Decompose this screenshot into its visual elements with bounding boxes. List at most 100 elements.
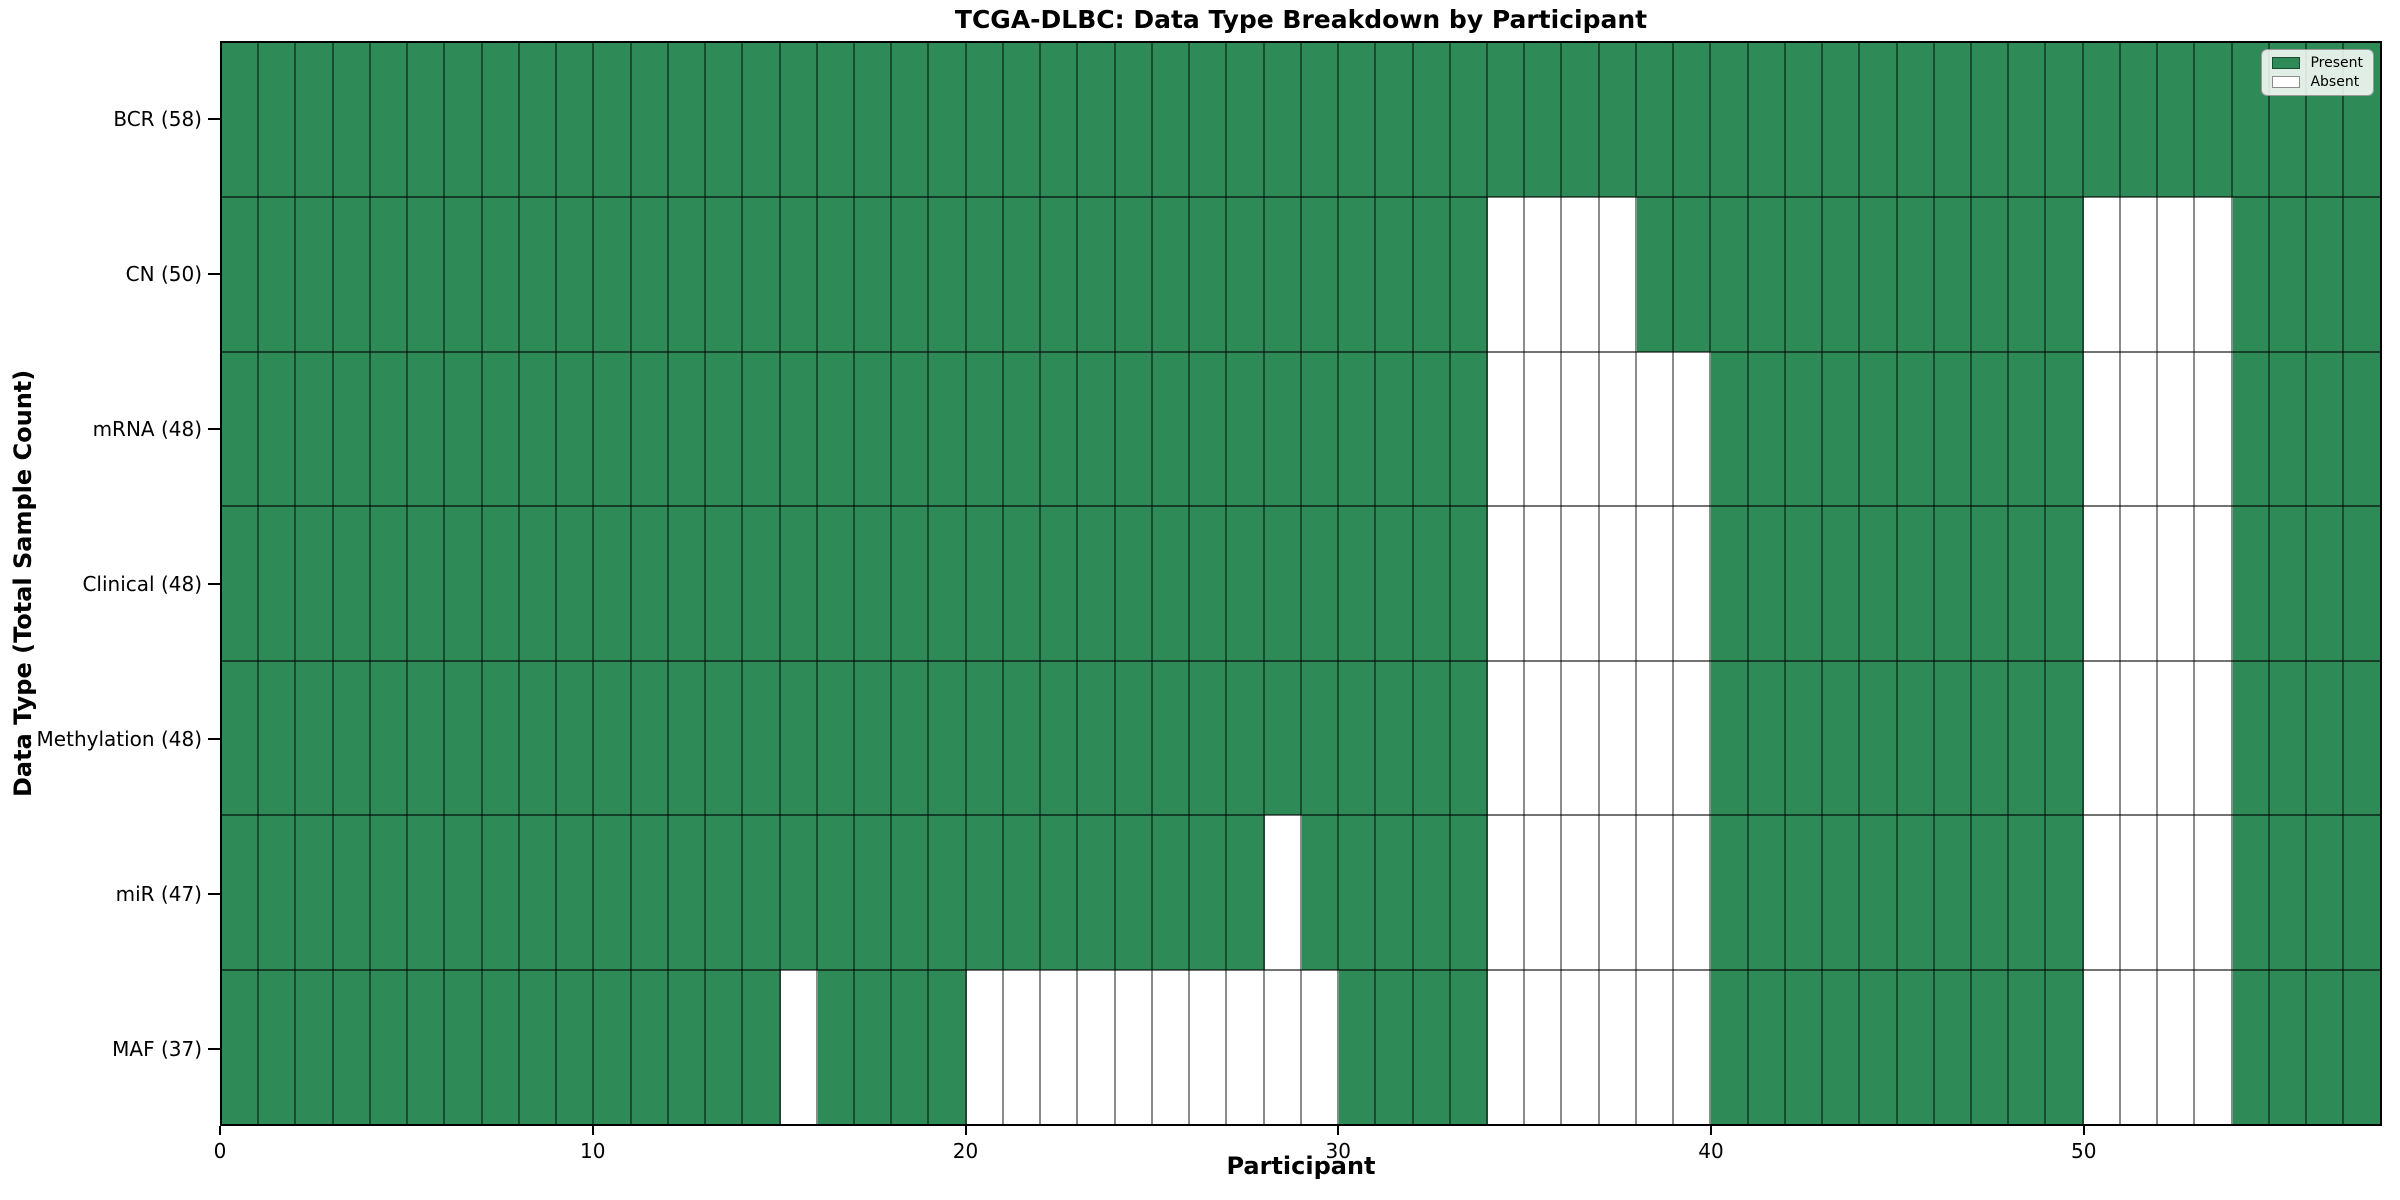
heatmap-cell <box>1152 43 1191 198</box>
heatmap-cell <box>817 815 855 970</box>
heatmap-cell <box>1748 815 1786 970</box>
heatmap-cell <box>1711 197 1749 352</box>
heatmap-cell <box>557 43 595 198</box>
heatmap-cell <box>1041 197 1079 352</box>
heatmap-cell <box>2344 506 2380 661</box>
heatmap-cell <box>1525 815 1563 970</box>
heatmap-cell <box>1115 969 1153 1124</box>
heatmap-cell <box>1190 815 1228 970</box>
heatmap-cell <box>1115 351 1153 507</box>
heatmap-cell <box>2307 197 2345 352</box>
heatmap-cell <box>1301 660 1340 816</box>
heatmap-cell <box>445 815 483 970</box>
heatmap-cell <box>594 660 632 816</box>
heatmap-cell <box>1674 506 1712 661</box>
heatmap-cell <box>1227 197 1265 352</box>
y-tick-mark <box>208 737 220 740</box>
heatmap-cell <box>1487 43 1526 198</box>
heatmap-cell <box>1041 351 1079 507</box>
heatmap-cell <box>1450 43 1488 198</box>
heatmap-cell <box>1190 660 1228 816</box>
heatmap-cell <box>594 197 632 352</box>
heatmap-cell <box>1003 506 1042 661</box>
x-tick-mark <box>1710 1126 1713 1135</box>
heatmap-cell <box>780 969 818 1124</box>
heatmap-cell <box>1190 197 1228 352</box>
heatmap-cell <box>296 351 334 507</box>
heatmap-cell <box>2232 815 2270 970</box>
x-tick-label: 50 <box>2071 1139 2097 1163</box>
heatmap-cell <box>1525 351 1563 507</box>
heatmap-cell <box>1525 197 1563 352</box>
heatmap-cell <box>966 660 1004 816</box>
heatmap-cell <box>557 506 595 661</box>
heatmap-cell <box>1860 660 1898 816</box>
heatmap-cell <box>1152 660 1191 816</box>
heatmap-cell <box>333 660 371 816</box>
heatmap-cell <box>706 815 744 970</box>
heatmap-cell <box>2158 197 2196 352</box>
heatmap-cell <box>519 815 558 970</box>
heatmap-cell <box>1152 506 1191 661</box>
heatmap-row-Clinical <box>222 506 2380 661</box>
heatmap-cell <box>780 43 818 198</box>
legend-entry-absent: Absent <box>2272 75 2363 89</box>
heatmap-cell <box>854 969 893 1124</box>
heatmap-cell <box>706 43 744 198</box>
heatmap-cell <box>1897 351 1935 507</box>
heatmap-cell <box>1674 351 1712 507</box>
heatmap-cell <box>2046 197 2084 352</box>
heatmap-cell <box>1115 815 1153 970</box>
heatmap-cell <box>1785 43 1824 198</box>
heatmap-cell <box>482 43 520 198</box>
heatmap-cell <box>892 43 930 198</box>
heatmap-cell <box>2120 506 2159 661</box>
heatmap-row-Methylation <box>222 660 2380 816</box>
heatmap-cell <box>519 197 558 352</box>
y-axis-title: Data Type (Total Sample Count) <box>9 369 37 798</box>
heatmap-cell <box>706 660 744 816</box>
heatmap-cell <box>1115 660 1153 816</box>
heatmap-cell <box>1934 43 1973 198</box>
heatmap-cell <box>557 815 595 970</box>
heatmap-row-CN <box>222 197 2380 352</box>
y-tick-mark <box>208 272 220 275</box>
heatmap-cell <box>1190 43 1228 198</box>
heatmap-cell <box>370 506 409 661</box>
heatmap-cell <box>1674 969 1712 1124</box>
heatmap-row-MAF <box>222 969 2380 1124</box>
heatmap-cell <box>1115 197 1153 352</box>
heatmap-cell <box>1152 197 1191 352</box>
heatmap-cell <box>2009 43 2047 198</box>
heatmap-cell <box>1897 197 1935 352</box>
heatmap-cell <box>1301 969 1340 1124</box>
heatmap-cell <box>1041 660 1079 816</box>
heatmap-cell <box>1487 660 1526 816</box>
heatmap-cell <box>1599 43 1637 198</box>
heatmap-cell <box>2083 815 2121 970</box>
heatmap-cell <box>2344 197 2380 352</box>
heatmap-cell <box>1413 969 1451 1124</box>
heatmap-cell <box>1487 815 1526 970</box>
heatmap-cell <box>445 43 483 198</box>
heatmap-cell <box>222 815 260 970</box>
heatmap-cell <box>222 506 260 661</box>
heatmap-cell <box>222 197 260 352</box>
x-axis-title: Participant <box>1226 1152 1376 1180</box>
heatmap-cell <box>817 197 855 352</box>
heatmap-cell <box>1450 660 1488 816</box>
heatmap-cell <box>2232 969 2270 1124</box>
heatmap-cell <box>1972 969 2010 1124</box>
heatmap-cell <box>1711 506 1749 661</box>
heatmap-cell <box>780 197 818 352</box>
heatmap-cell <box>1934 506 1973 661</box>
heatmap-cell <box>2046 351 2084 507</box>
heatmap-cell <box>1972 506 2010 661</box>
heatmap-cell <box>296 43 334 198</box>
heatmap-cell <box>743 43 781 198</box>
heatmap-cell <box>1413 506 1451 661</box>
heatmap-cell <box>296 660 334 816</box>
heatmap-cell <box>631 660 669 816</box>
heatmap-cell <box>2120 660 2159 816</box>
